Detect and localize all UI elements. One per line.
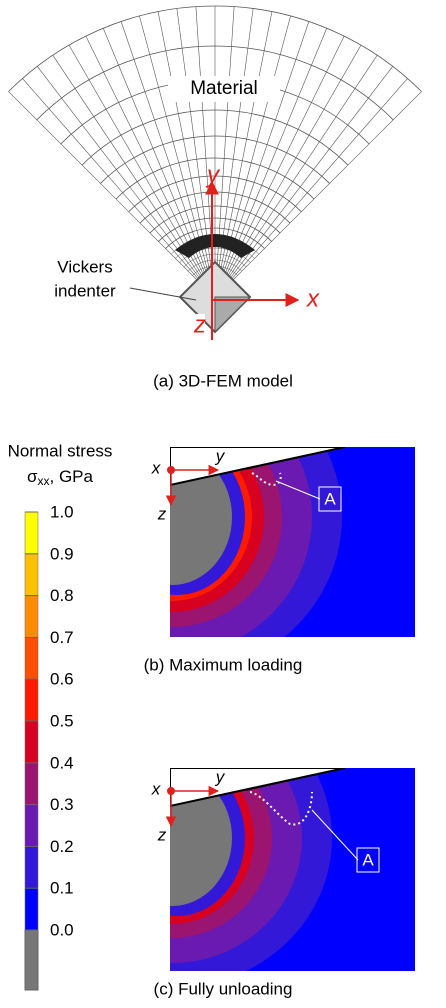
subscript: xx: [38, 474, 50, 488]
region-a-outline: [251, 472, 282, 487]
axis-label: x: [151, 779, 161, 798]
indenter-label: indenter: [54, 281, 116, 300]
marker-box: [356, 847, 380, 873]
axis-label: y: [205, 161, 221, 188]
surface: [245, 768, 346, 791]
indenter-face: [214, 296, 252, 334]
colorbar-segment: [24, 720, 39, 764]
mesh-ray: [214, 21, 310, 299]
mesh-ray: [214, 8, 254, 299]
contour-b: [170, 447, 415, 637]
colorbar-label: 0.4: [50, 753, 74, 772]
surface: [245, 447, 346, 470]
mesh-ray: [52, 55, 216, 299]
colorbar-segment: [24, 595, 39, 638]
mesh-ray: [214, 15, 291, 299]
leader: [275, 480, 321, 500]
axis-label: z: [193, 311, 206, 338]
colorbar-under: [24, 929, 39, 991]
colorbar-label: 0.6: [50, 670, 74, 689]
mesh-ray: [120, 21, 216, 299]
colorbar-title: Normal stress: [8, 441, 113, 460]
leader: [129, 287, 197, 301]
marker-box: [318, 486, 342, 512]
mesh-ray: [214, 35, 345, 299]
label-bg: [168, 76, 280, 102]
region-a-outline: [249, 791, 313, 826]
symbol: σ: [27, 467, 38, 486]
colorbar-label: 0.8: [50, 586, 74, 605]
mesh-ray: [214, 78, 408, 299]
axis-label: z: [157, 504, 167, 523]
mesh-ray: [214, 28, 328, 299]
axis-label: z: [157, 825, 167, 844]
colorbar-title: σxx, GPa: [27, 467, 94, 488]
colorbar-segment: [24, 762, 39, 805]
material-label: Material: [190, 78, 258, 99]
colorbar-segment: [24, 887, 39, 931]
axis-label: x: [306, 285, 320, 312]
mesh-ray: [157, 11, 216, 299]
colorbar: 0.0 0.1 0.2 0.3 0.4 0.5 0.6 0.7 0.8 0.9 1.0: [24, 502, 74, 991]
colorbar-label: 0.1: [50, 879, 74, 898]
colorbar-label: 0.7: [50, 628, 74, 647]
axis-label: x: [151, 458, 161, 477]
mesh-ray: [22, 78, 216, 299]
colorbar-segment: [24, 511, 39, 555]
caption: (c) Fully unloading: [154, 979, 293, 998]
mesh-ray: [214, 55, 378, 299]
mesh-ray: [176, 8, 216, 299]
colorbar-label: 1.0: [50, 502, 74, 521]
axis-label: y: [215, 767, 226, 786]
leader: [311, 809, 359, 861]
axis-label: y: [215, 446, 226, 465]
caption: (b) Maximum loading: [144, 655, 303, 674]
colorbar-label: 0.3: [50, 795, 74, 814]
mesh-dense: [175, 234, 255, 258]
colorbar-segment: [24, 678, 39, 722]
colorbar-label: 0.2: [50, 837, 74, 856]
unit: , GPa: [50, 467, 94, 486]
mesh-ray: [8, 91, 216, 299]
colorbar-label: 0.9: [50, 544, 74, 563]
indenter-label: Vickers: [57, 257, 112, 276]
mesh-ray: [214, 66, 393, 299]
indenter-region: [170, 449, 232, 585]
marker-label: A: [324, 489, 336, 508]
colorbar-label: 0.5: [50, 711, 74, 730]
mesh-ray: [214, 11, 273, 299]
colorbar-segment: [24, 846, 39, 889]
mesh-ray: [214, 91, 422, 299]
colorbar-label: 0.0: [50, 920, 74, 939]
contour-c: [170, 768, 415, 971]
mesh-ray: [214, 6, 235, 299]
cutout: [183, 314, 205, 336]
mesh-ray: [37, 66, 216, 299]
colorbar-segment: [24, 553, 39, 596]
mesh-ray: [102, 28, 216, 299]
colorbar-segment: [24, 637, 39, 680]
indenter-region: [170, 770, 232, 906]
marker-label: A: [362, 850, 374, 869]
mesh-ray: [139, 15, 216, 299]
caption: (a) 3D-FEM model: [153, 371, 293, 390]
colorbar-segment: [24, 804, 39, 847]
fem-mesh: [8, 5, 422, 299]
